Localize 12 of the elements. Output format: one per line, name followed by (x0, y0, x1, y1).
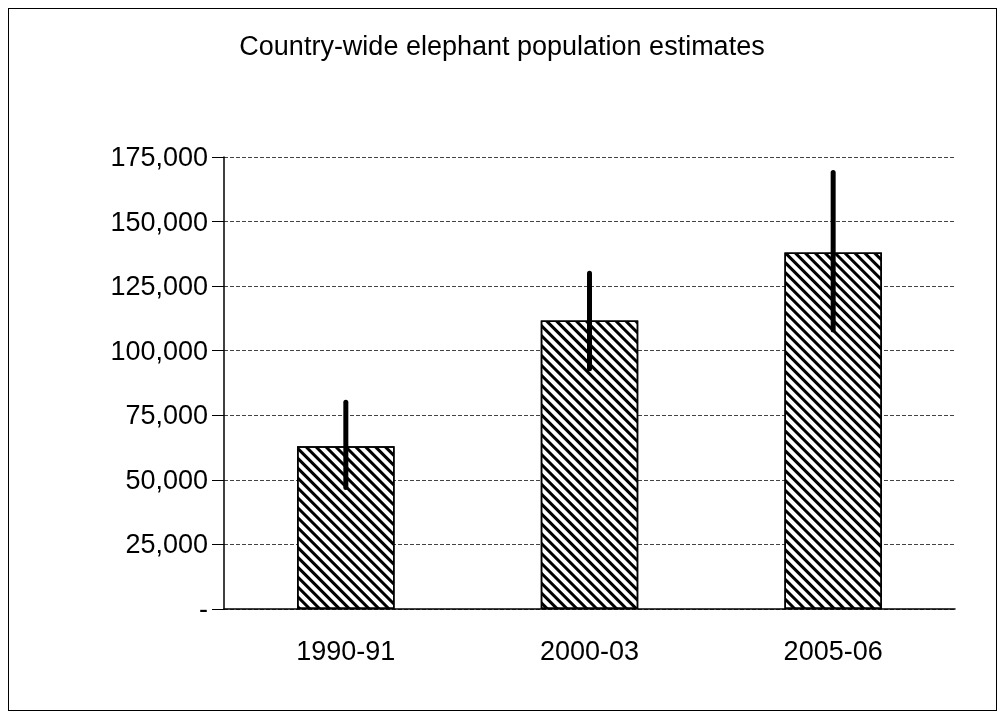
y-tick-label: 25,000 (125, 529, 208, 560)
x-tick-label: 2005-06 (783, 635, 883, 666)
y-tick-label: - (199, 594, 208, 624)
y-tick-label: 100,000 (110, 335, 208, 366)
x-tick-label: 2000-03 (539, 635, 640, 666)
chart-title: Country-wide elephant population estimates (239, 30, 765, 61)
x-tick-label: 1990-91 (296, 635, 396, 666)
y-tick-label: 175,000 (110, 142, 208, 172)
y-tick-label: 50,000 (125, 464, 208, 495)
y-tick-label: 75,000 (125, 400, 208, 431)
y-tick-label: 150,000 (110, 206, 208, 237)
y-tick-label: 125,000 (110, 271, 208, 302)
